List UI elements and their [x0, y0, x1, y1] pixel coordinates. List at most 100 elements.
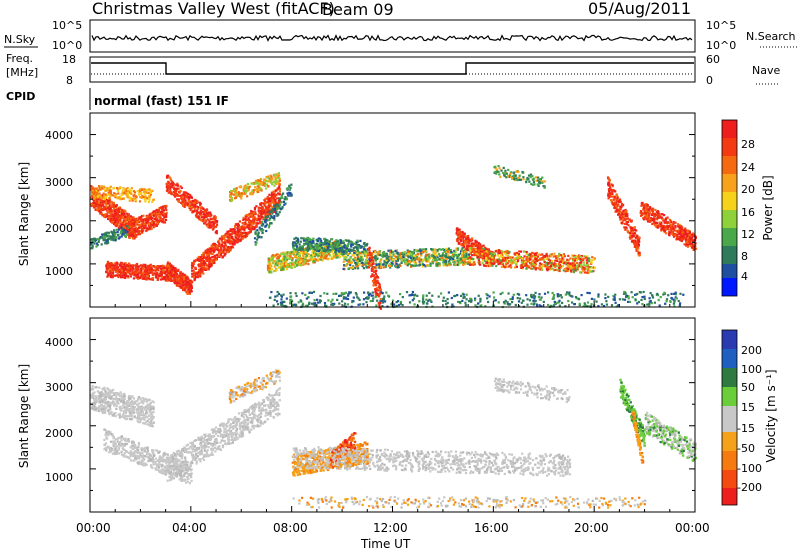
nsky-label: N.Sky: [4, 33, 36, 46]
range-gate-cell: [206, 212, 209, 215]
range-gate-cell: [366, 262, 369, 265]
range-gate-cell: [104, 242, 107, 245]
range-gate-cell: [117, 214, 120, 217]
range-gate-cell: [310, 238, 313, 241]
range-gate-cell: [147, 192, 150, 195]
range-gate-cell: [273, 217, 276, 220]
range-gate-cell: [324, 250, 327, 253]
range-gate-cell: [314, 246, 317, 249]
range-gate-cell: [115, 274, 118, 277]
range-gate-cell: [292, 241, 295, 244]
range-gate-cell: [455, 254, 458, 257]
range-gate-cell: [414, 257, 417, 260]
range-gate-cell: [109, 270, 112, 273]
range-gate-cell: [366, 256, 369, 259]
range-gate-cell: [104, 193, 107, 196]
range-gate-cell: [157, 275, 161, 278]
range-gate-cell: [257, 232, 260, 235]
range-gate-cell: [170, 264, 173, 267]
range-gate-cell: [246, 185, 249, 188]
range-gate-cell: [182, 283, 185, 286]
range-gate-cell: [442, 261, 445, 264]
range-gate-cell: [248, 231, 251, 234]
range-gate-cell: [213, 261, 216, 264]
range-gate-cell: [203, 251, 206, 254]
range-gate-cell: [129, 269, 132, 272]
range-gate-cell: [266, 219, 269, 222]
range-gate-cell: [121, 233, 124, 236]
range-gate-cell: [274, 262, 278, 265]
range-gate-cell: [94, 195, 97, 198]
range-gate-cell: [103, 200, 106, 203]
range-gate-cell: [127, 226, 130, 229]
range-gate-cell: [126, 186, 129, 190]
range-gate-cell: [200, 254, 204, 257]
range-gate-cell: [252, 216, 255, 219]
range-gate-cell: [101, 234, 104, 238]
range-gate-cell: [268, 212, 272, 215]
range-gate-cell: [254, 232, 257, 235]
range-gate-cell: [266, 216, 269, 219]
range-gate-cell: [295, 243, 298, 246]
range-gate-cell: [231, 189, 234, 192]
range-gate-cell: [400, 261, 403, 264]
range-gate-cell: [118, 206, 122, 209]
range-gate-cell: [226, 248, 229, 251]
noise-tick-top-left: 10^5: [52, 19, 82, 32]
range-gate-cell: [222, 251, 225, 254]
range-gate-cell: [151, 273, 154, 276]
range-gate-cell: [119, 198, 123, 201]
range-gate-cell: [315, 243, 318, 246]
range-gate-cell: [142, 188, 145, 191]
range-gate-cell: [128, 230, 131, 233]
range-gate-cell: [382, 266, 385, 269]
range-gate-cell: [162, 211, 165, 214]
range-gate-cell: [264, 184, 267, 187]
range-gate-cell: [175, 276, 178, 279]
range-gate-cell: [361, 262, 364, 265]
range-gate-cell: [246, 195, 249, 198]
range-gate-cell: [397, 253, 400, 256]
range-gate-cell: [155, 272, 158, 275]
range-gate-cell: [229, 242, 232, 245]
range-gate-cell: [183, 273, 186, 276]
range-gate-cell: [329, 249, 332, 252]
range-gate-cell: [374, 251, 377, 254]
range-gate-cell: [302, 252, 305, 255]
range-gate-cell: [365, 250, 368, 253]
range-gate-cell: [429, 262, 432, 265]
range-gate-cell: [366, 242, 369, 246]
range-gate-cell: [95, 191, 98, 194]
range-gate-cell: [158, 272, 161, 275]
range-gate-cell: [356, 243, 359, 246]
range-gate-cell: [221, 256, 224, 259]
range-gate-cell: [307, 249, 310, 252]
range-gate-cell: [455, 247, 458, 250]
freq-label: Freq.: [6, 52, 33, 65]
range-gate-cell: [131, 224, 134, 227]
range-gate-cell: [295, 245, 299, 248]
range-gate-cell: [202, 215, 205, 218]
range-gate-cell: [129, 275, 132, 278]
range-gate-cell: [132, 277, 135, 280]
range-gate-cell: [479, 243, 482, 246]
range-gate-cell: [203, 265, 206, 269]
range-gate-cell: [172, 273, 175, 277]
range-gate-cell: [234, 196, 237, 199]
range-gate-cell: [276, 176, 279, 179]
range-gate-cell: [375, 262, 378, 265]
range-gate-cell: [138, 271, 141, 274]
range-gate-cell: [104, 200, 108, 203]
range-gate-cell: [278, 201, 281, 204]
range-gate-cell: [283, 255, 286, 258]
range-gate-cell: [115, 264, 118, 267]
range-gate-cell: [95, 242, 99, 245]
range-gate-cell: [312, 240, 315, 243]
range-gate-cell: [472, 242, 475, 245]
range-gate-cell: [115, 228, 118, 231]
range-gate-cell: [114, 194, 117, 197]
range-gate-cell: [418, 248, 422, 251]
range-gate-cell: [161, 278, 164, 281]
range-gate-cell: [289, 266, 292, 269]
range-gate-cell: [234, 236, 237, 239]
